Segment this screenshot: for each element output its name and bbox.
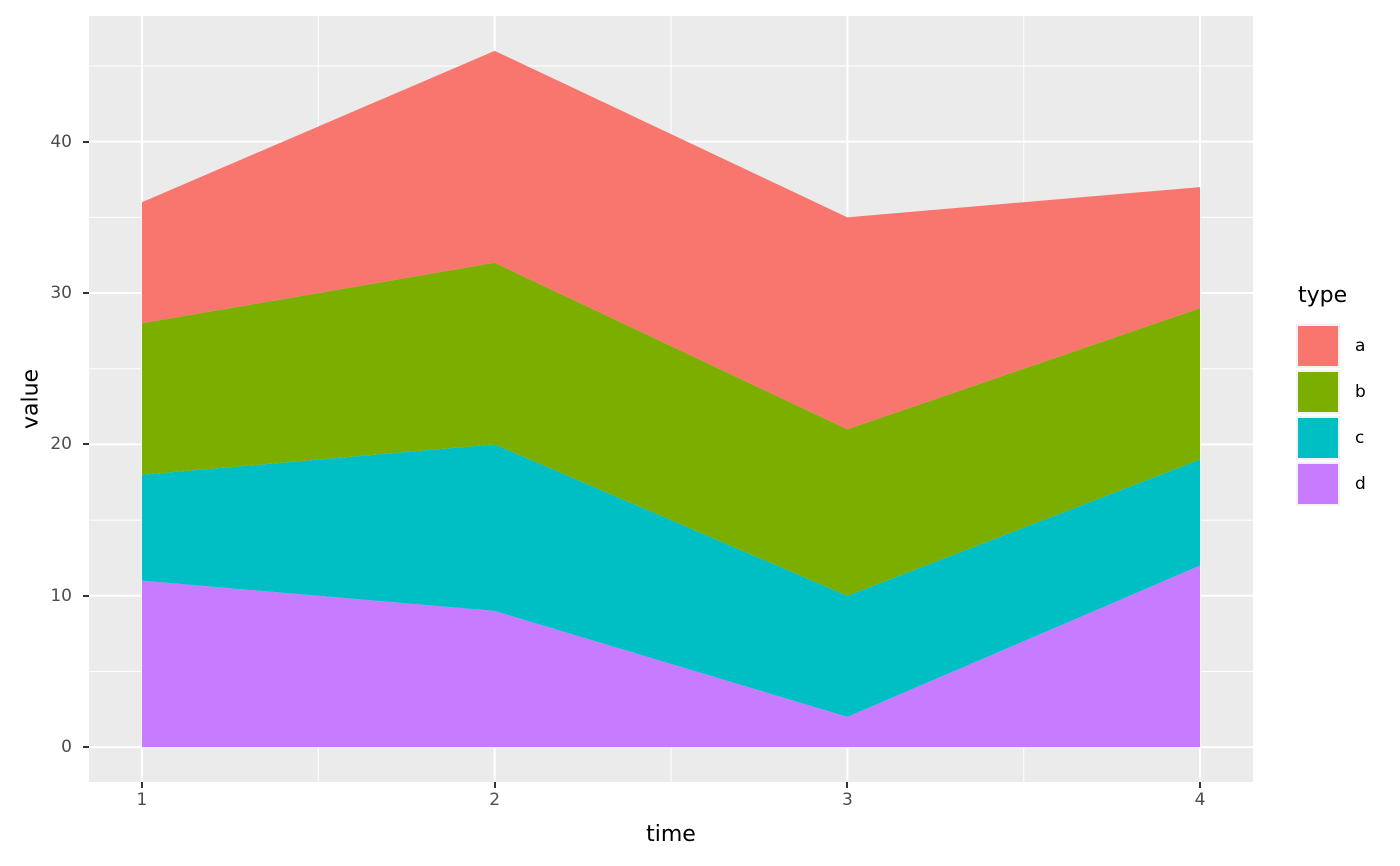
legend-label-d: d <box>1355 474 1366 494</box>
area-band-d <box>141 565 1201 748</box>
x-tick-label: 1 <box>136 790 148 810</box>
x-tick-mark <box>140 782 143 788</box>
y-tick-label: 0 <box>61 737 72 758</box>
x-axis-title: time <box>646 822 696 847</box>
legend-key-a <box>1296 324 1340 368</box>
legend-swatch-c <box>1298 418 1338 458</box>
stacked-area-chart <box>89 16 1253 782</box>
legend-swatch-a <box>1298 326 1338 366</box>
y-tick-label: 40 <box>50 131 72 152</box>
legend-row-a: a <box>1296 324 1366 368</box>
legend: type a b c d <box>1296 283 1366 508</box>
y-tick-label: 10 <box>50 585 72 606</box>
legend-label-b: b <box>1355 382 1366 402</box>
legend-key-c <box>1296 416 1340 460</box>
legend-swatch-b <box>1298 372 1338 412</box>
legend-row-c: c <box>1296 416 1366 460</box>
legend-items: a b c d <box>1296 324 1366 506</box>
legend-row-d: d <box>1296 462 1366 506</box>
x-tick-mark <box>846 782 849 788</box>
x-tick-mark <box>1199 782 1202 788</box>
x-tick-label: 4 <box>1194 790 1206 810</box>
legend-swatch-d <box>1298 464 1338 504</box>
legend-row-b: b <box>1296 370 1366 414</box>
y-tick-label: 30 <box>50 283 72 304</box>
area-band-a <box>141 50 1201 430</box>
legend-label-c: c <box>1355 428 1365 448</box>
area-band-b <box>141 262 1201 596</box>
legend-title: type <box>1298 283 1348 308</box>
legend-key-b <box>1296 370 1340 414</box>
y-tick-label: 20 <box>50 434 72 455</box>
y-axis-title: value <box>18 368 44 430</box>
area-band-c <box>141 444 1201 717</box>
x-tick-mark <box>493 782 496 788</box>
legend-key-d <box>1296 462 1340 506</box>
x-tick-label: 2 <box>489 790 501 810</box>
x-tick-label: 3 <box>841 790 853 810</box>
legend-label-a: a <box>1355 336 1366 356</box>
plot-panel <box>89 16 1253 782</box>
